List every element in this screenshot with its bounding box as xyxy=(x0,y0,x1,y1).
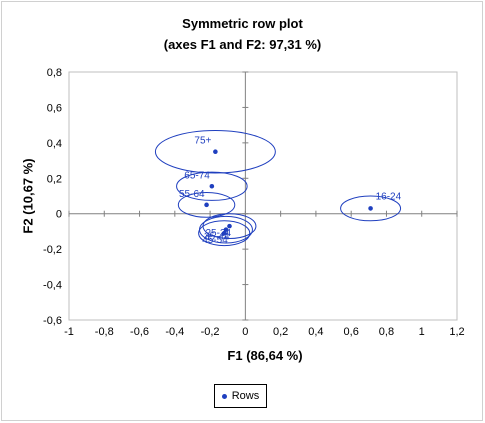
y-tick-label: -0,2 xyxy=(43,244,62,256)
data-point xyxy=(209,183,215,189)
data-point xyxy=(368,206,373,211)
x-axis-label: F1 (86,64 %) xyxy=(227,348,303,363)
y-tick-label: 0,6 xyxy=(47,102,62,114)
y-tick-label: 0 xyxy=(56,209,62,221)
x-tick-label: -0,8 xyxy=(95,326,114,338)
y-tick-label: 0,8 xyxy=(47,67,62,79)
y-tick-label: -0,6 xyxy=(43,315,62,327)
legend: Rows xyxy=(214,384,267,408)
x-tick-label: -0,6 xyxy=(130,326,149,338)
data-point xyxy=(223,227,229,232)
legend-marker-rows xyxy=(221,393,227,399)
x-tick-label: -0,4 xyxy=(165,326,184,338)
x-tick-label: 1 xyxy=(419,326,425,338)
point-label: 55-64 xyxy=(179,189,205,200)
x-tick-label: 0,8 xyxy=(379,326,394,338)
x-tick-label: -1 xyxy=(64,326,74,338)
data-point xyxy=(221,230,227,236)
y-tick-label: 0,2 xyxy=(47,173,62,185)
confidence-ellipse xyxy=(176,171,248,201)
confidence-ellipse xyxy=(198,220,251,247)
data-point xyxy=(204,202,209,208)
data-point xyxy=(227,223,232,229)
chart-title: Symmetric row plot xyxy=(182,16,303,31)
legend-label-rows: Rows xyxy=(231,390,260,402)
point-label: 75+ xyxy=(194,136,211,147)
point-label: 65-74 xyxy=(184,170,210,181)
data-point xyxy=(213,149,218,155)
x-tick-label: 0,4 xyxy=(308,326,323,338)
confidence-ellipse xyxy=(177,191,236,218)
point-label: 45-54 xyxy=(202,235,228,246)
confidence-ellipse xyxy=(340,195,402,222)
x-tick-label: 0 xyxy=(242,326,248,338)
point-label: 16-24 xyxy=(376,191,402,202)
x-tick-label: 0,2 xyxy=(273,326,288,338)
chart-subtitle: (axes F1 and F2: 97,31 %) xyxy=(163,37,322,52)
point-label: 35-44 xyxy=(204,232,230,243)
point-label: 25-34 xyxy=(205,228,231,239)
plot-border xyxy=(68,71,458,321)
x-tick-label: -0,2 xyxy=(201,326,220,338)
x-tick-label: 1,2 xyxy=(449,326,464,338)
x-tick-label: 0,6 xyxy=(344,326,359,338)
y-axis-label: F2 (10,67 %) xyxy=(20,158,36,234)
y-tick-label: -0,4 xyxy=(43,280,62,292)
confidence-ellipse xyxy=(154,129,276,174)
y-tick-label: 0,4 xyxy=(47,138,62,150)
